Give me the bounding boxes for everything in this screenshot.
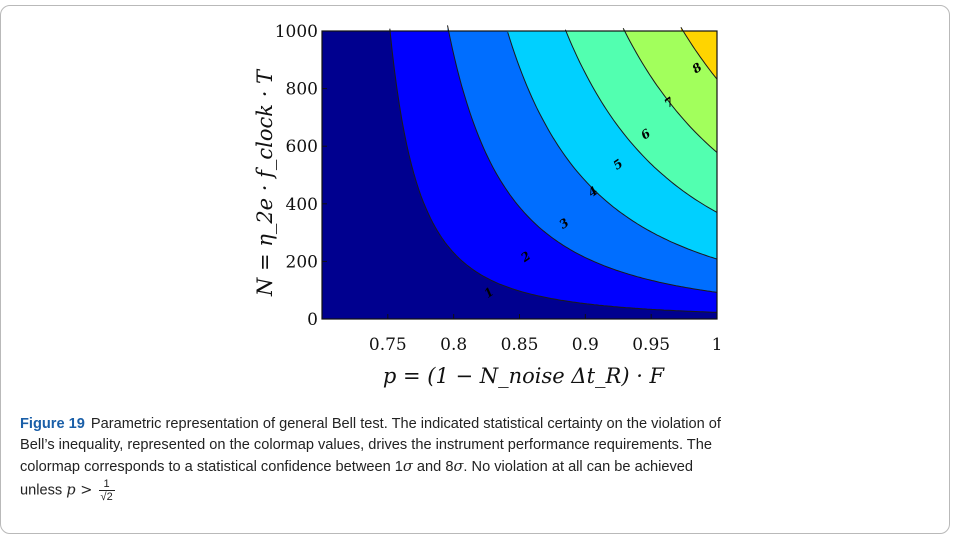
fraction-one-over-sqrt2: 1 √2 bbox=[98, 478, 115, 503]
caption-line-2: Bell’s inequality, represented on the co… bbox=[20, 437, 712, 453]
y-tick-label: 1000 bbox=[275, 22, 318, 42]
contour-band-5 bbox=[623, 28, 717, 319]
caption-line-3b: . No violation at all can be achieved bbox=[463, 459, 694, 475]
figure-number: Figure 19 bbox=[20, 416, 85, 432]
contour-line-6 bbox=[680, 26, 718, 80]
caption-line-1: Parametric representation of general Bel… bbox=[90, 416, 721, 432]
contour-line-1 bbox=[389, 28, 717, 313]
contour-line-2 bbox=[447, 25, 718, 293]
caption-line-4: unless bbox=[20, 482, 63, 499]
y-axis-label: N = η_2e · f_clock · T bbox=[253, 68, 277, 297]
x-tick-label: 0.8 bbox=[440, 335, 467, 355]
sigma-symbol-1: σ bbox=[402, 458, 413, 475]
y-tick-label: 800 bbox=[286, 80, 318, 100]
y-tick-label: 400 bbox=[286, 195, 318, 215]
contour-band-6 bbox=[680, 27, 717, 319]
contour-lines bbox=[389, 25, 718, 313]
contour-line-4 bbox=[564, 29, 718, 213]
caption-and: and 8 bbox=[412, 459, 454, 475]
figure-caption: Figure 19 Parametric representation of ge… bbox=[20, 414, 940, 503]
sigma-symbol-2: σ bbox=[453, 458, 464, 475]
x-tick-label: 0.85 bbox=[501, 335, 539, 355]
contour-line-3 bbox=[507, 32, 718, 260]
x-tick-label: 0.95 bbox=[632, 335, 670, 355]
x-tick-label: 1 bbox=[712, 335, 723, 355]
y-tick-label: 200 bbox=[286, 252, 318, 272]
x-axis-label: p = (1 − N_noise Δt_R) · F bbox=[383, 364, 666, 388]
x-tick-label: 0.75 bbox=[369, 335, 407, 355]
fraction-denominator: √2 bbox=[100, 491, 113, 503]
caption-condition: p > bbox=[66, 481, 93, 499]
fraction-numerator: 1 bbox=[98, 478, 115, 491]
x-tick-label: 0.9 bbox=[572, 335, 599, 355]
axes: 0.75 0.8 0.85 0.9 0.95 1 0 200 400 600 800 1000 p = … bbox=[253, 22, 722, 388]
contour-line-5 bbox=[622, 27, 718, 153]
contour-bands bbox=[322, 25, 717, 320]
y-tick-label: 600 bbox=[286, 137, 318, 157]
y-tick-label: 0 bbox=[307, 310, 318, 330]
caption-line-3a: colormap corresponds to a statistical co… bbox=[20, 459, 403, 475]
